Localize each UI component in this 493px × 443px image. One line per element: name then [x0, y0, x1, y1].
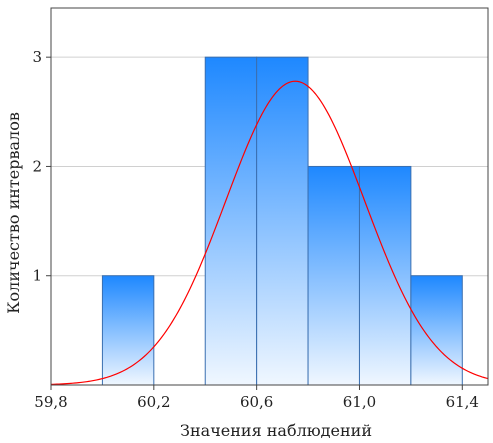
histogram-bar-6: [410, 275, 463, 386]
histogram-bar-4: [307, 165, 360, 386]
y-tick-label: 2: [32, 157, 42, 175]
y-axis-label: Количество интервалов: [4, 112, 23, 314]
plot-frame: [50, 7, 489, 386]
histogram-bar-0: [101, 275, 155, 386]
x-axis-ticks: 59,8 60,2 60,6 61,0 61,4: [34, 385, 479, 411]
x-tick-label: 61,0: [343, 393, 376, 411]
histogram-bar-3: [256, 56, 309, 386]
histogram-bars: [101, 56, 463, 386]
x-tick-label: 60,2: [137, 393, 170, 411]
y-tick-label: 3: [32, 48, 42, 66]
x-tick-label: 61,4: [446, 393, 479, 411]
x-tick-label: 59,8: [34, 393, 67, 411]
histogram-bar-2: [204, 56, 258, 386]
x-tick-label: 60,6: [240, 393, 273, 411]
histogram-bar-5: [358, 165, 412, 386]
y-tick-label: 1: [32, 267, 42, 285]
x-axis-label: Значения наблюдений: [180, 421, 372, 440]
normal-fit-curve: [50, 80, 489, 385]
y-axis-ticks: 1 2 3: [32, 48, 51, 285]
